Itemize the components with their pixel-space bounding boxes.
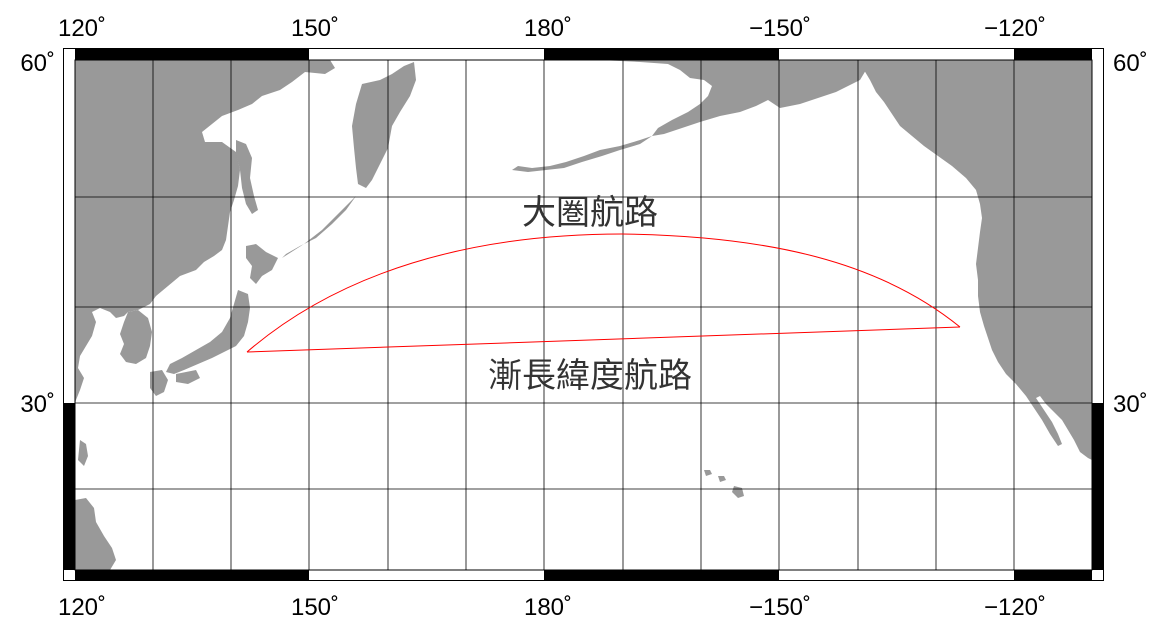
top-label-m150: −150˚ [749, 15, 811, 42]
rhumb-line-route [246, 326, 961, 353]
frame-band-right [1092, 403, 1104, 570]
left-label-30: 30˚ [20, 391, 55, 418]
kyushu [150, 370, 168, 396]
frame-band-top-2 [544, 48, 779, 60]
map-frame [63, 48, 1104, 581]
great-circle-route [246, 233, 961, 353]
frame-band-bottom-3 [1014, 570, 1092, 581]
bottom-label-120: 120˚ [58, 594, 106, 621]
frame-band-left [63, 403, 75, 570]
bottom-label-180: 180˚ [524, 594, 572, 621]
korea [120, 310, 152, 364]
kamchatka [352, 62, 416, 188]
bottom-label-m120: −120˚ [984, 594, 1046, 621]
frame-band-bottom-1 [75, 570, 309, 581]
hawaii-islands [704, 470, 726, 482]
graticule [75, 60, 1092, 570]
north-america [860, 60, 1092, 460]
alaska [600, 60, 866, 136]
hokkaido [246, 244, 278, 284]
taiwan [78, 440, 88, 466]
frame-band-bottom-2 [544, 570, 779, 581]
great-circle-route-label: 大圏航路 [522, 193, 658, 233]
aleutian-islands [512, 136, 652, 172]
philippines [75, 498, 116, 570]
frame-band-top-1 [75, 48, 309, 60]
bottom-label-150: 150˚ [291, 594, 339, 621]
left-label-60: 60˚ [20, 50, 55, 77]
top-label-180: 180˚ [524, 15, 572, 42]
top-label-150: 150˚ [291, 15, 339, 42]
right-label-60: 60˚ [1113, 50, 1148, 77]
map-area: 大圏航路 漸長緯度航路 [75, 60, 1092, 570]
frame-band-top-3 [1014, 48, 1092, 60]
rhumb-line-route-label: 漸長緯度航路 [488, 356, 692, 396]
top-label-120: 120˚ [58, 15, 106, 42]
shikoku [176, 370, 200, 384]
sakhalin [236, 140, 258, 214]
bottom-label-m150: −150˚ [749, 594, 811, 621]
land [75, 60, 1092, 570]
right-label-30: 30˚ [1113, 391, 1148, 418]
routes [246, 233, 961, 353]
asia-mainland [75, 60, 335, 404]
axis-labels: 120˚ 150˚ 180˚ −150˚ −120˚ 120˚ 150˚ 180… [20, 15, 1147, 621]
top-label-m120: −120˚ [984, 15, 1046, 42]
honshu [166, 290, 250, 374]
